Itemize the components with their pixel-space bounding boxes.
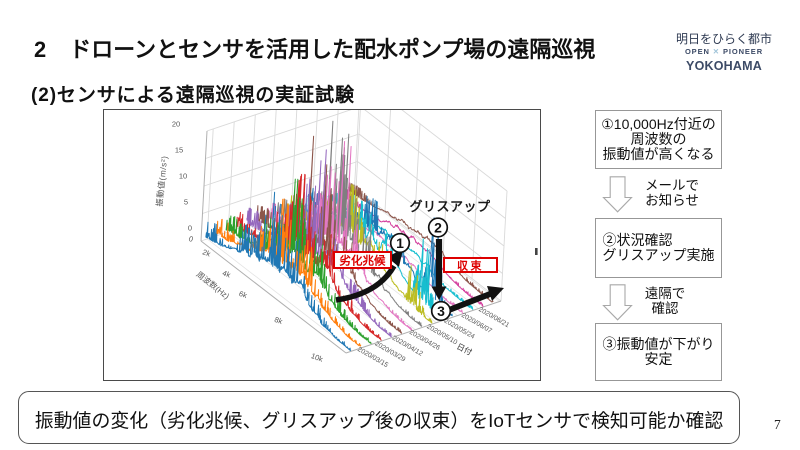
svg-text:振動値(m/s²): 振動値(m/s²) [154, 155, 169, 207]
svg-text:15: 15 [175, 146, 183, 155]
svg-text:8k: 8k [273, 315, 284, 326]
svg-text:劣化兆候: 劣化兆候 [340, 254, 386, 268]
svg-text:5: 5 [184, 198, 188, 207]
svg-text:グリスアップ: グリスアップ [409, 199, 491, 214]
svg-text:4k: 4k [221, 268, 232, 279]
svg-text:10k: 10k [310, 351, 325, 364]
svg-text:10: 10 [179, 172, 187, 181]
svg-text:20: 20 [172, 120, 180, 129]
svg-text:2: 2 [434, 219, 442, 235]
svg-text:0: 0 [188, 234, 195, 244]
svg-text:日付: 日付 [455, 341, 474, 357]
svg-text:6k: 6k [238, 289, 249, 300]
svg-text:1: 1 [396, 235, 404, 251]
svg-text:2k: 2k [201, 247, 212, 258]
svg-text:3: 3 [437, 303, 445, 319]
svg-text:0: 0 [188, 224, 192, 233]
svg-text:収束: 収束 [457, 259, 484, 273]
